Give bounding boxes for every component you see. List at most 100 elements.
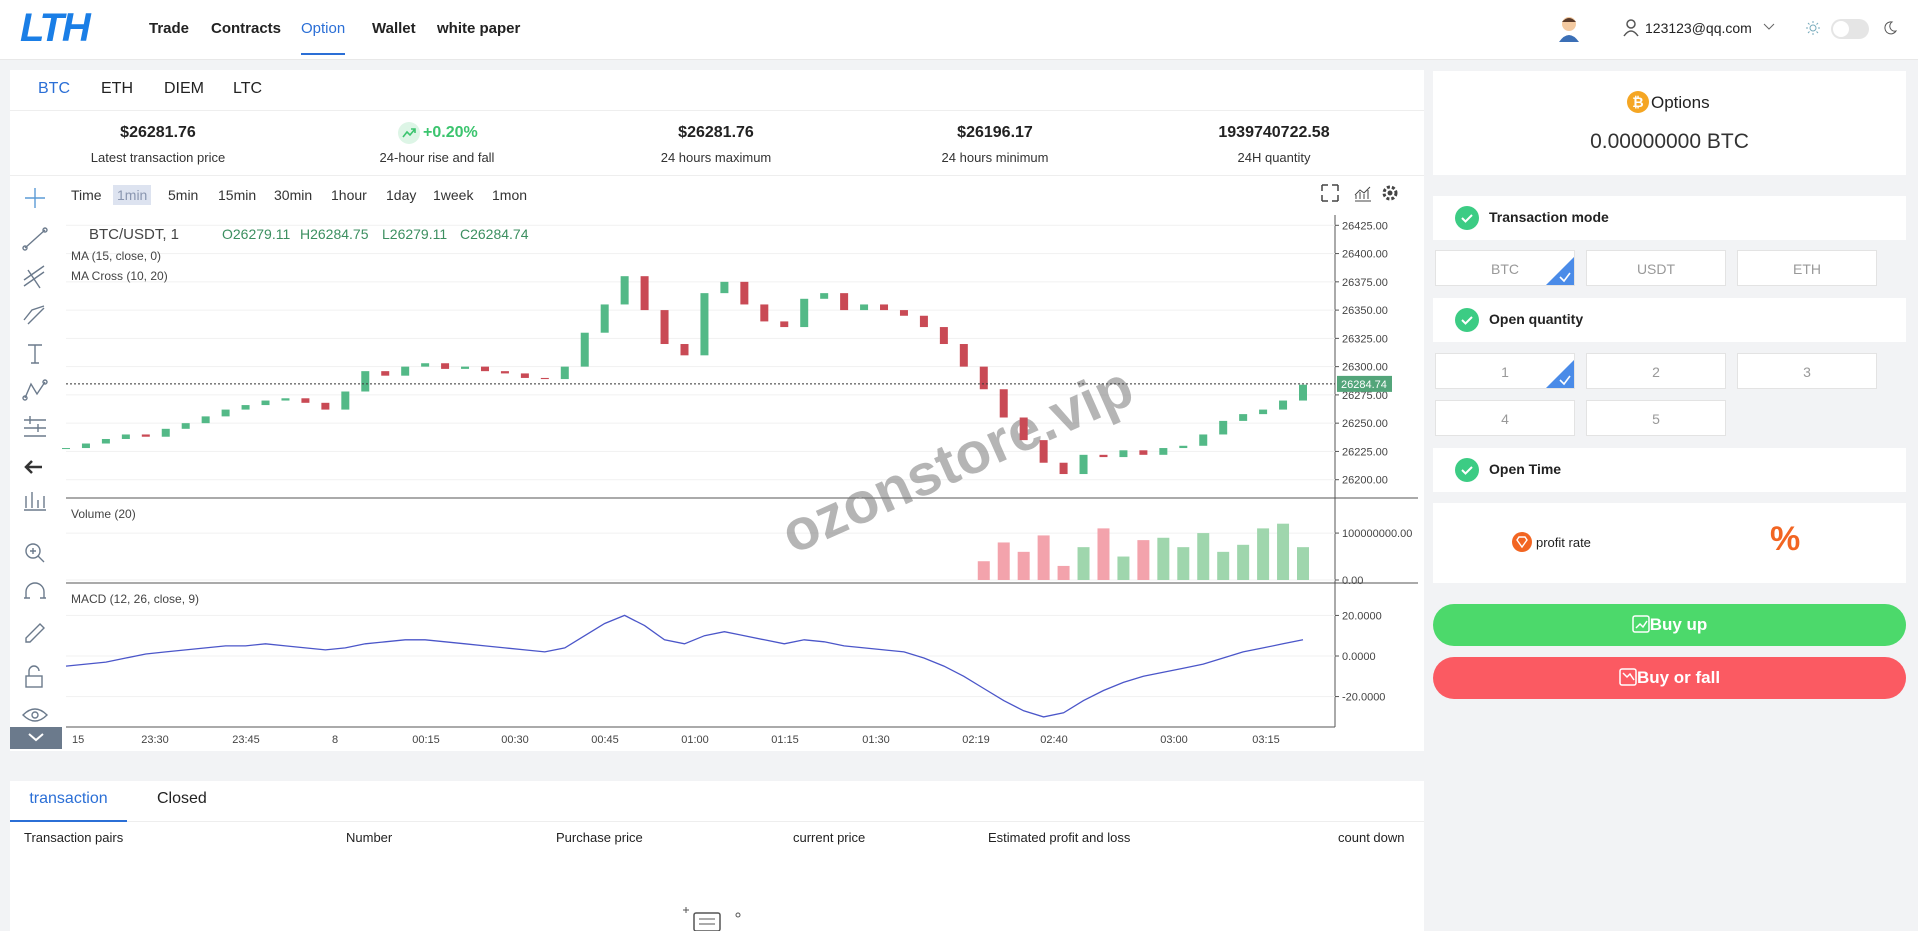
interval[interactable]: 1mon (492, 187, 528, 203)
profit-icon (1512, 532, 1532, 552)
ohlc-value: L26279.11 (382, 226, 447, 242)
mode-option[interactable]: ETH (1737, 250, 1877, 286)
candle (919, 315, 928, 328)
buy-fall-button[interactable]: Buy or fall (1433, 657, 1906, 699)
coin-tab[interactable]: ETH (101, 80, 133, 97)
profit-value: % (1770, 520, 1801, 558)
candle (81, 443, 90, 449)
candle (421, 363, 430, 367)
candle (1019, 417, 1028, 441)
interval[interactable]: 1week (433, 187, 474, 203)
candle (261, 400, 270, 406)
user-email[interactable]: 123123@qq.com (1645, 20, 1752, 36)
candle (700, 293, 709, 356)
coin-tab[interactable]: DIEM (164, 80, 204, 97)
candle (880, 304, 889, 311)
drawing-toolbar[interactable] (10, 180, 62, 755)
column-header: Transaction pairs (24, 830, 124, 845)
candle (1079, 454, 1088, 475)
y-tick-label: 26200.00 (1342, 475, 1388, 487)
nav-item[interactable]: Contracts (211, 20, 282, 37)
y-tick-label: 26350.00 (1342, 305, 1388, 317)
y-tick-label: 26325.00 (1342, 333, 1388, 345)
candle (101, 438, 110, 444)
column-header: Number (346, 830, 393, 845)
orders-tab[interactable]: Closed (157, 790, 207, 807)
candle (720, 281, 729, 294)
dropdown-icon[interactable] (1763, 23, 1775, 31)
interval[interactable]: 5min (168, 187, 199, 203)
nav-item[interactable]: Trade (149, 20, 190, 37)
theme-toggle[interactable] (1831, 19, 1869, 39)
indicator-label: MA Cross (10, 20) (71, 269, 168, 283)
interval[interactable]: 1day (386, 187, 417, 203)
candle (820, 293, 829, 299)
volume-bar (1297, 547, 1309, 580)
volume-bar (1237, 544, 1250, 580)
volume-bar (1157, 537, 1170, 580)
volume-bar (1217, 551, 1230, 580)
x-tick-label: 01:15 (771, 734, 799, 746)
volume-bar (1037, 535, 1050, 580)
candle (361, 371, 370, 392)
sun-icon (1806, 21, 1820, 35)
selected-corner (1546, 360, 1574, 388)
interval[interactable]: 15min (218, 187, 257, 203)
buy-fall-icon (1619, 668, 1637, 686)
logo[interactable]: LTH (20, 6, 91, 50)
volume-bar (997, 542, 1010, 580)
interval-active[interactable]: 1min (113, 185, 152, 205)
candle (540, 377, 549, 380)
volume-bar (1117, 556, 1130, 580)
check-icon (1455, 308, 1479, 332)
y-tick-label: 26400.00 (1342, 249, 1388, 261)
y-tick-label: 100000000.00 (1342, 528, 1412, 540)
candle (959, 344, 968, 367)
chart-tools[interactable] (1320, 183, 1400, 205)
quantity-option[interactable]: 4 (1435, 400, 1575, 436)
candle (1119, 450, 1128, 458)
indicator-label: MA (15, close, 0) (71, 249, 161, 263)
mode-option[interactable]: USDT (1586, 250, 1726, 286)
column-header: count down (1338, 830, 1405, 845)
y-tick-label: 26225.00 (1342, 446, 1388, 458)
x-tick-label: 01:30 (862, 734, 890, 746)
y-tick-label: 0.00 (1342, 575, 1363, 587)
mode-option-selected[interactable]: BTC (1435, 250, 1575, 286)
column-header: current price (793, 830, 866, 845)
interval-label: Time (71, 187, 102, 203)
nav-item-active[interactable]: Option (301, 20, 346, 55)
candle (1219, 420, 1228, 435)
section-row: Open Time (1433, 448, 1906, 492)
interval[interactable]: 1hour (331, 187, 367, 203)
candle (899, 310, 908, 316)
nav-item[interactable]: white paper (437, 20, 521, 37)
nav-item[interactable]: Wallet (372, 20, 416, 37)
interval[interactable]: 30min (274, 187, 313, 203)
candle (381, 371, 390, 376)
x-tick-label: 00:45 (591, 734, 619, 746)
ohlc-value: C26284.74 (460, 226, 529, 242)
quantity-option[interactable]: 2 (1586, 353, 1726, 389)
coin-tab-active[interactable]: BTC (38, 80, 70, 97)
volume-bar (1097, 528, 1110, 580)
quantity-option[interactable]: 5 (1586, 400, 1726, 436)
coin-tab[interactable]: LTC (233, 80, 263, 97)
check-icon (1455, 206, 1479, 230)
quantity-option-selected[interactable]: 1 (1435, 353, 1575, 389)
divider (10, 821, 1424, 822)
last-price-label: 26284.74 (1341, 379, 1387, 391)
candle (600, 304, 609, 333)
selected-corner (1546, 257, 1574, 285)
stat-value: 1939740722.58 (1218, 124, 1330, 141)
candle (181, 423, 190, 429)
candle (62, 448, 70, 450)
avatar[interactable] (1556, 14, 1582, 42)
buy-up-button[interactable]: Buy up (1433, 604, 1906, 646)
candle (301, 398, 310, 403)
candle (201, 416, 210, 424)
candle (141, 434, 150, 437)
quantity-option[interactable]: 3 (1737, 353, 1877, 389)
orders-tab-active[interactable]: transaction (10, 790, 127, 822)
